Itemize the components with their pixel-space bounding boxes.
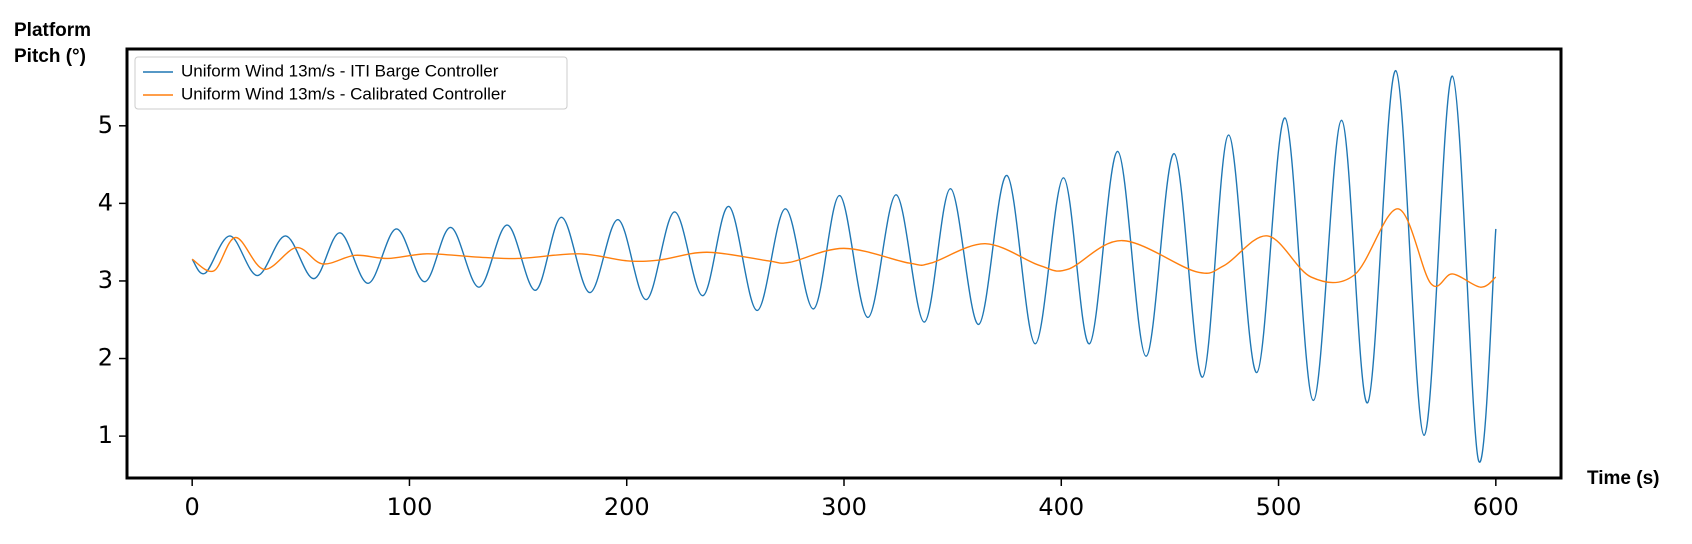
legend-label: Uniform Wind 13m/s - ITI Barge Controlle… <box>181 61 499 80</box>
x-tick-label: 600 <box>1473 493 1519 521</box>
plot-frame <box>125 47 1563 480</box>
y-tick-label: 5 <box>98 111 113 139</box>
x-axis-label: Time (s) <box>1587 468 1660 489</box>
y-tick-label: 4 <box>98 188 113 216</box>
x-tick-label: 400 <box>1038 493 1084 521</box>
x-tick-label: 300 <box>821 493 867 521</box>
data-line <box>191 70 1497 463</box>
y-tick-label: 2 <box>98 344 113 372</box>
data-line <box>191 208 1497 288</box>
legend-box <box>134 56 568 110</box>
x-tick-label: 200 <box>604 493 650 521</box>
legend: Uniform Wind 13m/s - ITI Barge Controlle… <box>134 56 568 110</box>
y-tick-label: 1 <box>98 421 113 449</box>
y-tick-label: 3 <box>98 266 113 294</box>
x-tick-label: 500 <box>1256 493 1302 521</box>
legend-label: Uniform Wind 13m/s - Calibrated Controll… <box>181 84 506 103</box>
x-tick-label: 0 <box>185 493 200 521</box>
y-axis-label: Platform Pitch (°) <box>14 20 92 67</box>
x-tick-label: 100 <box>387 493 433 521</box>
